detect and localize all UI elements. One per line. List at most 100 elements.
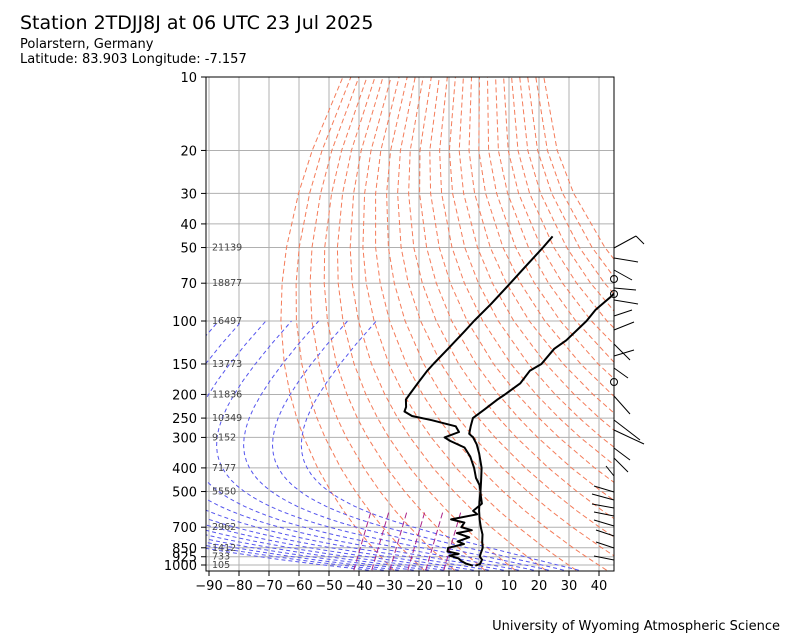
pressure-tick-label: 40 — [180, 218, 197, 233]
dry-adiabat-line — [408, 77, 614, 520]
moist-adiabat-line — [243, 320, 549, 571]
dry-adiabat-line — [336, 77, 516, 571]
moist-adiabat-line — [206, 517, 474, 571]
temperature-tick-label: −10 — [435, 579, 462, 594]
calm-wind-marker — [610, 378, 618, 386]
pressure-tick-label: 20 — [180, 144, 197, 159]
dry-adiabat-line — [349, 77, 546, 571]
temperature-tick-label: −60 — [285, 579, 312, 594]
height-label: 7177 — [212, 463, 236, 474]
dry-adiabat-line — [487, 77, 614, 380]
pressure-axis: 10 20 30 40 50 70 100 150 200 250 300 400 500 700 8509… — [164, 71, 206, 574]
mixing-ratio-line — [407, 510, 426, 571]
height-label: 11836 — [212, 389, 242, 400]
temperature-tick-label: 10 — [501, 579, 518, 594]
wind-barbs — [591, 235, 645, 571]
dry-adiabat-line — [375, 77, 607, 571]
height-label: 18877 — [212, 278, 242, 289]
height-label: 16497 — [212, 316, 242, 327]
height-label: 733 — [212, 552, 230, 563]
pressure-tick-label: 50 — [180, 242, 197, 257]
height-label: 21139 — [212, 243, 242, 254]
sounding-line — [403, 235, 554, 567]
dry-adiabat-line — [439, 77, 614, 466]
dry-adiabat-line — [519, 77, 614, 312]
pressure-tick-label: 100 — [172, 315, 197, 330]
moist-adiabat-line — [206, 541, 399, 571]
credit-text: University of Wyoming Atmospheric Scienc… — [492, 619, 780, 634]
moist-adiabat-line — [206, 320, 519, 571]
moist-adiabat-line — [271, 320, 564, 571]
temperature-axis: −90 −80 −70 −60 −50 −40 −30 −20 −10 0 10 20 30 40 — [195, 571, 607, 594]
sounding-profiles — [403, 235, 614, 567]
dry-adiabat-line — [397, 77, 614, 538]
moist-adiabat-line — [206, 547, 369, 571]
dry-adiabat-line — [535, 77, 614, 278]
mixing-ratio-line — [371, 510, 390, 571]
dry-adiabat-line — [295, 77, 425, 571]
temperature-tick-label: 40 — [591, 579, 608, 594]
pressure-tick-label: 70 — [180, 277, 197, 292]
temperature-tick-label: −30 — [375, 579, 402, 594]
height-label: 13773 — [212, 359, 242, 370]
dry-adiabat-line — [478, 77, 614, 397]
pressure-tick-label: 400 — [172, 462, 197, 477]
height-labels: 21139 18877 16497 13773 11836 10349 9152 7177 55… — [212, 243, 242, 571]
dry-adiabat-line — [280, 77, 394, 571]
dry-adiabat-line — [362, 77, 577, 571]
dry-adiabat-line — [468, 77, 614, 414]
pressure-tick-label: 30 — [180, 187, 197, 202]
dry-adiabat-line — [448, 77, 614, 448]
temperature-tick-label: 20 — [531, 579, 548, 594]
station-location: Polarstern, Germany — [20, 37, 154, 52]
pressure-tick-label: 850 — [172, 542, 197, 557]
temperature-tick-label: 30 — [561, 579, 578, 594]
height-label: 10349 — [212, 413, 242, 424]
temperature-tick-label: −40 — [345, 579, 372, 594]
mixing-ratio-line — [389, 510, 408, 571]
dry-adiabat-line — [511, 77, 614, 329]
temperature-tick-label: −50 — [315, 579, 342, 594]
height-label: 2962 — [212, 522, 236, 533]
height-label: 105 — [212, 560, 230, 571]
temperature-tick-label: −70 — [255, 579, 282, 594]
station-coordinates: Latitude: 83.903 Longitude: -7.157 — [20, 52, 247, 67]
moist-adiabat-line — [206, 320, 489, 571]
height-label: 5550 — [212, 487, 236, 498]
dry-adiabat-line — [543, 77, 614, 261]
dry-adiabat-line — [419, 77, 614, 501]
moist-adiabat-line — [206, 320, 504, 571]
temperature-tick-label: −80 — [225, 579, 252, 594]
mixing-ratio-line — [353, 510, 372, 571]
pressure-tick-label: 300 — [172, 431, 197, 446]
dry-adiabat-line — [309, 77, 455, 571]
temperature-tick-label: −90 — [195, 579, 222, 594]
moist-adiabat-line — [206, 545, 384, 571]
wind-barb — [591, 235, 645, 561]
dry-adiabat-line — [458, 77, 614, 431]
dry-adiabat-line — [495, 77, 614, 364]
pressure-tick-label: 200 — [172, 388, 197, 403]
height-label: 1412 — [212, 543, 236, 554]
pressure-tick-label: 10 — [180, 71, 197, 86]
chart-title: Station 2TDJJ8J at 06 UTC 23 Jul 2025 — [20, 12, 374, 34]
pressure-tick-label: 925 — [172, 551, 197, 566]
pressure-tick-label: 250 — [172, 412, 197, 427]
calm-wind-marker — [610, 290, 618, 298]
height-label: 9152 — [212, 432, 236, 443]
dry-adiabat-line — [527, 77, 614, 295]
moist-adiabat-line — [206, 534, 429, 571]
mixing-ratio-line — [443, 510, 462, 571]
temperature-tick-label: 0 — [475, 579, 483, 594]
pressure-tick-label: 500 — [172, 486, 197, 501]
temperature-tick-label: −20 — [405, 579, 432, 594]
moist-adiabat-line — [300, 320, 579, 571]
pressure-tick-label: 700 — [172, 521, 197, 536]
sounding-line — [468, 291, 614, 567]
pressure-tick-label: 1000 — [164, 559, 197, 574]
mixing-ratio-line — [425, 510, 444, 571]
calm-wind-marker — [610, 275, 618, 283]
dry-adiabat-line — [323, 77, 486, 571]
background-lines — [206, 77, 614, 571]
